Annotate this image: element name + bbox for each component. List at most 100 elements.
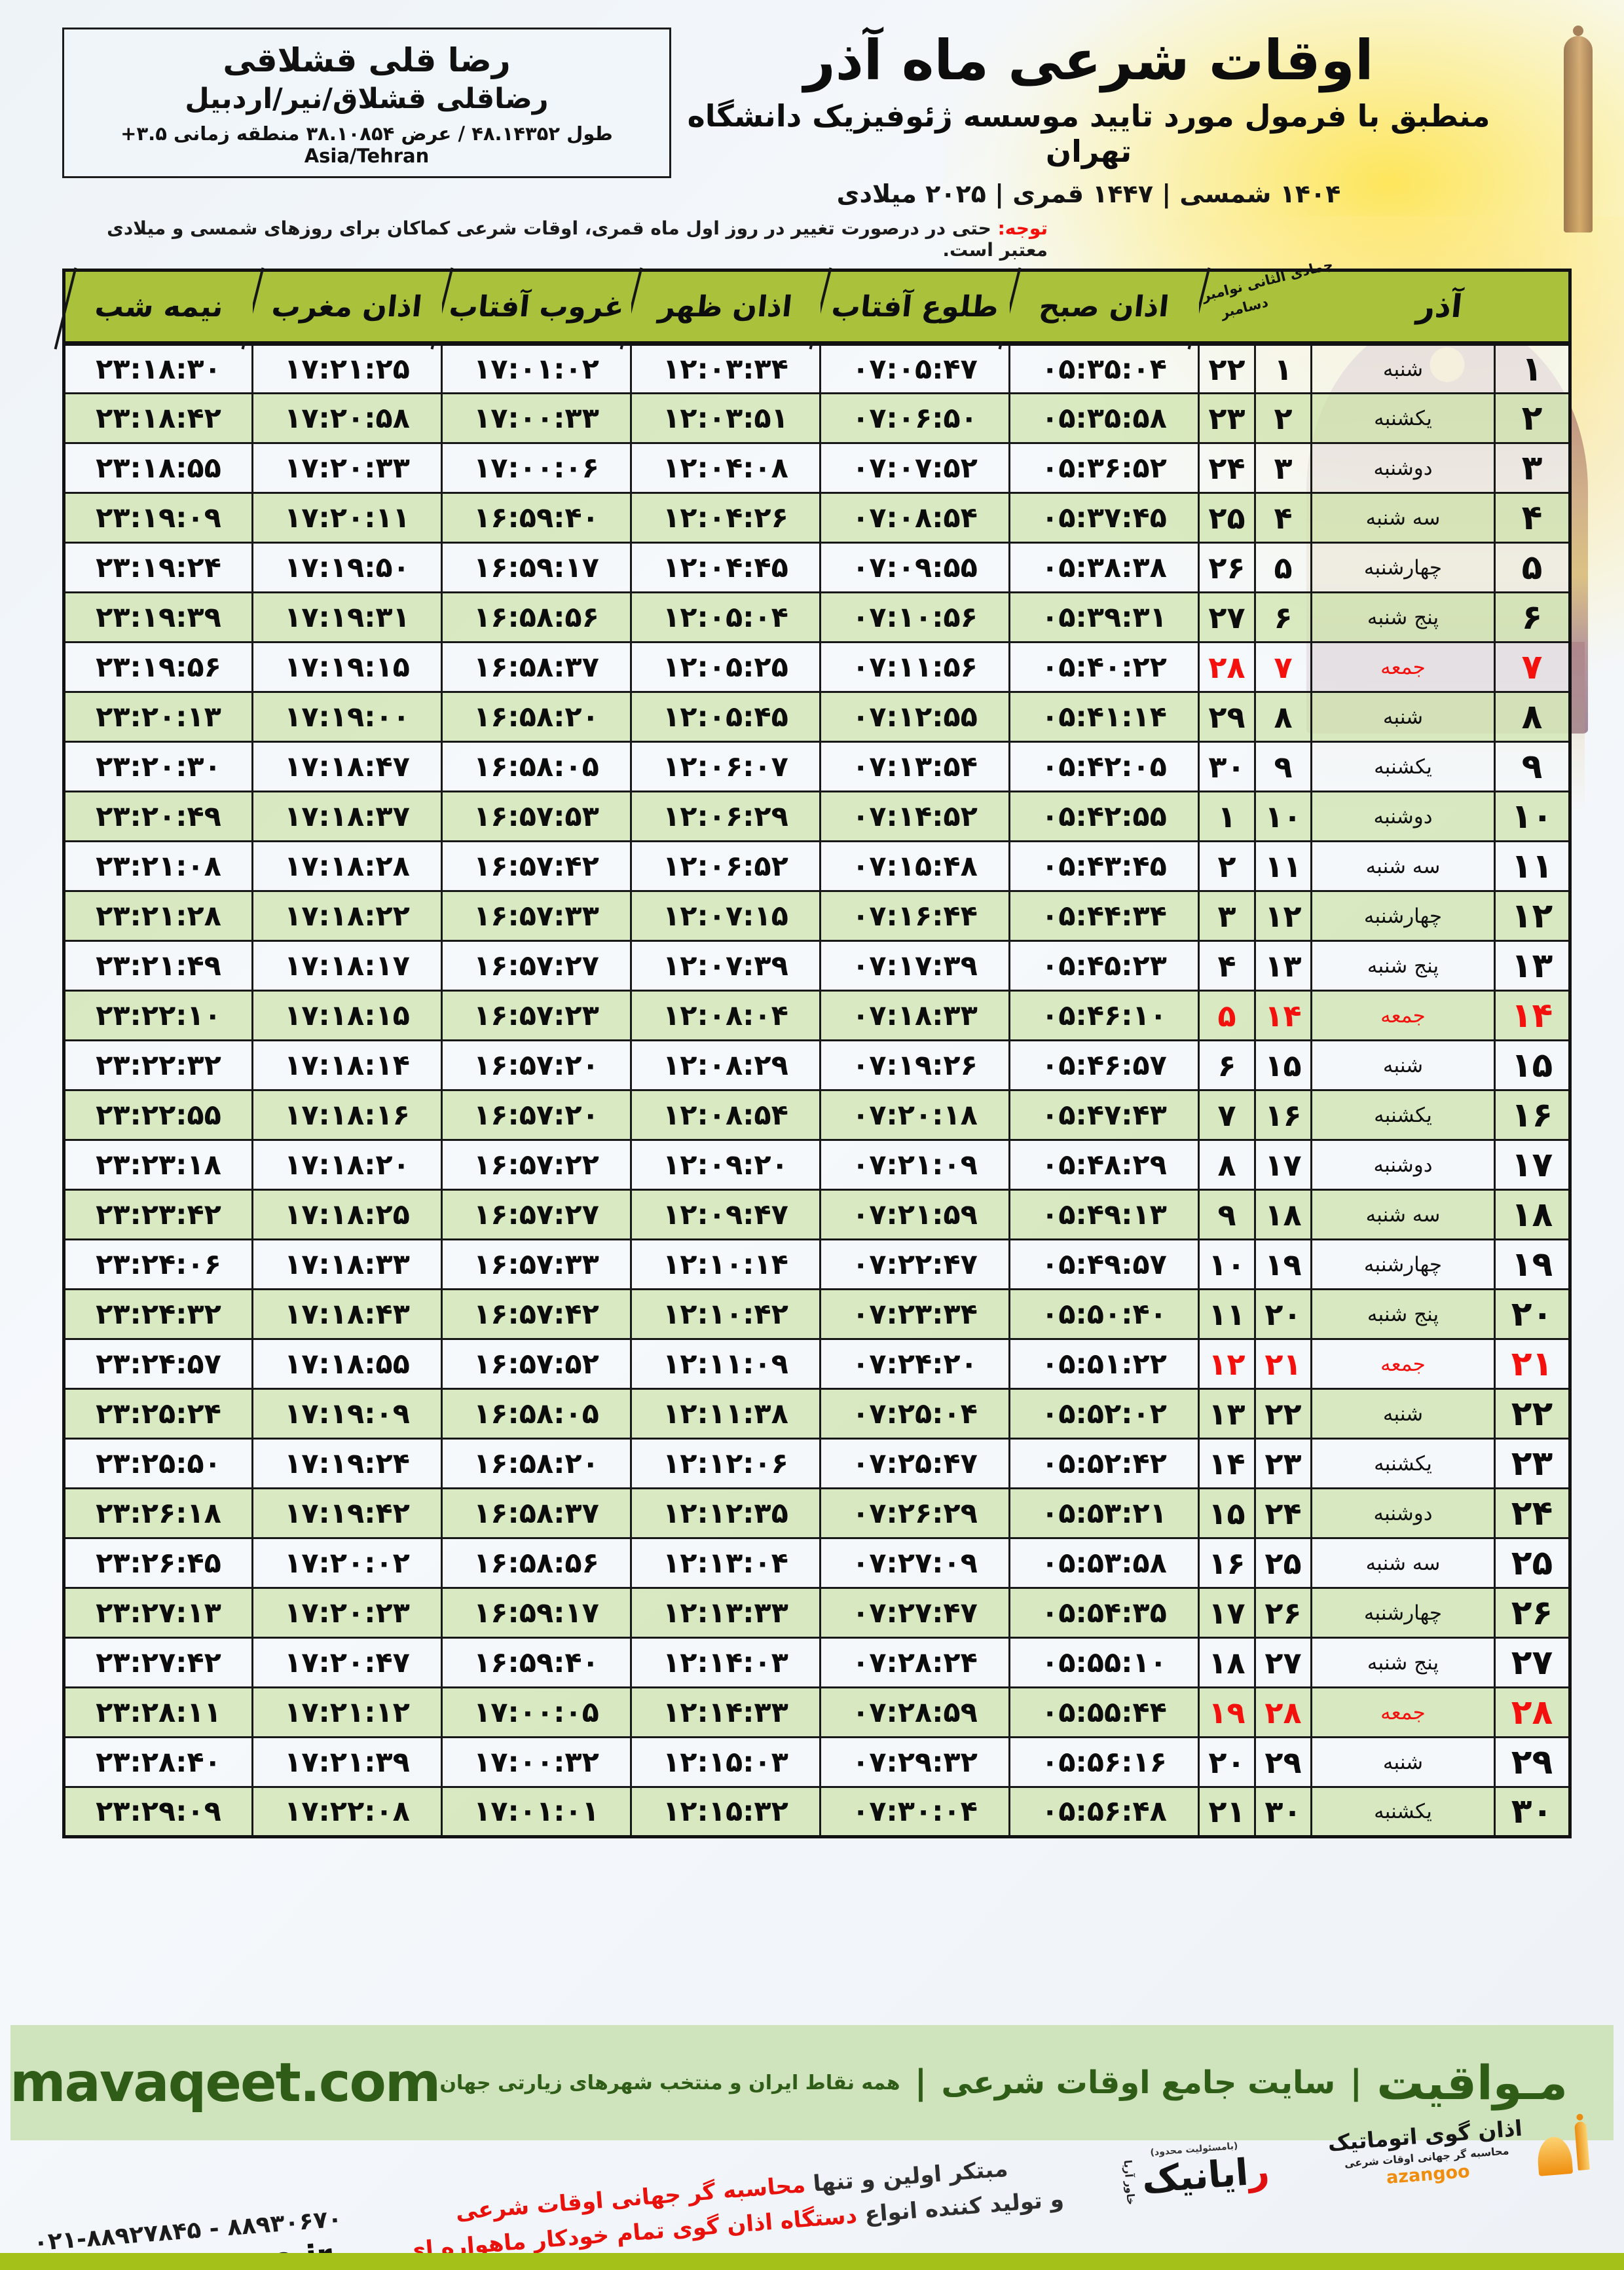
azar-day-cell: ۵ bbox=[1494, 542, 1571, 594]
mosque-dome-icon bbox=[1530, 2110, 1591, 2176]
footer-claims: مبتکر اولین و تنها محاسبه گر جهانی اوقات… bbox=[401, 2148, 1065, 2268]
mavaqeet-band: مـواقیت | سایت جامع اوقات شرعی | همه نقا… bbox=[10, 2025, 1614, 2140]
midnight-time-cell: ۲۳:۱۹:۰۹ bbox=[63, 492, 253, 544]
azar-day-cell: ۷ bbox=[1494, 641, 1571, 694]
sunset-time-cell: ۱۶:۵۹:۱۷ bbox=[441, 542, 632, 594]
mavaqeet-domain: mavaqeet.com bbox=[10, 2051, 441, 2114]
gregorian-day-cell: ۶ bbox=[1198, 1039, 1256, 1092]
zohr-time-cell: ۱۲:۰۸:۵۴ bbox=[630, 1089, 821, 1142]
azar-day-cell: ۳۰ bbox=[1494, 1786, 1571, 1838]
hijri-day-cell: ۸ bbox=[1254, 691, 1312, 743]
weekday-cell: چهارشنبه bbox=[1310, 1587, 1496, 1639]
weekday-cell: جمعه bbox=[1310, 641, 1496, 694]
sunset-time-cell: ۱۷:۰۰:۰۵ bbox=[441, 1686, 632, 1739]
zohr-time-cell: ۱۲:۰۶:۰۷ bbox=[630, 741, 821, 793]
midnight-time-cell: ۲۳:۱۹:۵۶ bbox=[63, 641, 253, 694]
sunrise-time-cell: ۰۷:۲۵:۰۴ bbox=[819, 1388, 1010, 1440]
hijri-day-cell: ۱۹ bbox=[1254, 1238, 1312, 1291]
maghreb-time-cell: ۱۷:۱۸:۱۵ bbox=[251, 990, 443, 1042]
sunrise-time-cell: ۰۷:۰۸:۵۴ bbox=[819, 492, 1010, 544]
sobh-time-cell: ۰۵:۵۳:۲۱ bbox=[1008, 1487, 1200, 1540]
col-header-zohr: اذان ظهر bbox=[631, 270, 821, 346]
midnight-time-cell: ۲۳:۲۷:۱۳ bbox=[63, 1587, 253, 1639]
table-row: ۲۹ شنبه ۲۹ ۲۰ ۰۵:۵۶:۱۶ ۰۷:۲۹:۳۲ ۱۲:۱۵:۰۳… bbox=[63, 1736, 1571, 1789]
midnight-time-cell: ۲۳:۲۴:۳۲ bbox=[63, 1288, 253, 1341]
zohr-time-cell: ۱۲:۰۳:۵۱ bbox=[630, 392, 821, 445]
weekday-cell: شنبه bbox=[1310, 1388, 1496, 1440]
hijri-day-cell: ۱۸ bbox=[1254, 1189, 1312, 1241]
zohr-time-cell: ۱۲:۱۲:۰۶ bbox=[630, 1438, 821, 1490]
table-row: ۶ پنج شنبه ۶ ۲۷ ۰۵:۳۹:۳۱ ۰۷:۱۰:۵۶ ۱۲:۰۵:… bbox=[63, 591, 1571, 644]
midnight-time-cell: ۲۳:۱۸:۴۲ bbox=[63, 392, 253, 445]
location-name: رضاقلی قشلاق/نیر/اردبیل bbox=[185, 82, 549, 115]
hijri-day-cell: ۱ bbox=[1254, 343, 1312, 395]
midnight-time-cell: ۲۳:۲۲:۳۲ bbox=[63, 1039, 253, 1092]
page-title: اوقات شرعی ماه آذر bbox=[803, 28, 1374, 92]
weekday-cell: یکشنبه bbox=[1310, 741, 1496, 793]
sobh-time-cell: ۰۵:۵۵:۱۰ bbox=[1008, 1637, 1200, 1689]
gregorian-day-cell: ۱ bbox=[1198, 791, 1256, 843]
sunset-time-cell: ۱۷:۰۰:۳۳ bbox=[441, 392, 632, 445]
zohr-time-cell: ۱۲:۰۶:۵۲ bbox=[630, 840, 821, 893]
table-row: ۲۶ چهارشنبه ۲۶ ۱۷ ۰۵:۵۴:۳۵ ۰۷:۲۷:۴۷ ۱۲:۱… bbox=[63, 1587, 1571, 1639]
zohr-time-cell: ۱۲:۱۳:۳۳ bbox=[630, 1587, 821, 1639]
sobh-time-cell: ۰۵:۴۸:۲۹ bbox=[1008, 1139, 1200, 1191]
maghreb-time-cell: ۱۷:۱۸:۳۳ bbox=[251, 1238, 443, 1291]
azar-day-cell: ۱۲ bbox=[1494, 890, 1571, 942]
hijri-day-cell: ۱۴ bbox=[1254, 990, 1312, 1042]
azar-day-cell: ۲ bbox=[1494, 392, 1571, 445]
sobh-time-cell: ۰۵:۴۷:۴۳ bbox=[1008, 1089, 1200, 1142]
sobh-time-cell: ۰۵:۵۶:۱۶ bbox=[1008, 1736, 1200, 1789]
zohr-time-cell: ۱۲:۰۷:۳۹ bbox=[630, 940, 821, 992]
maghreb-time-cell: ۱۷:۱۸:۴۷ bbox=[251, 741, 443, 793]
gregorian-day-cell: ۱۹ bbox=[1198, 1686, 1256, 1739]
gregorian-day-cell: ۱۱ bbox=[1198, 1288, 1256, 1341]
notice-line: توجه: حتی در درصورت تغییر در روز اول ماه… bbox=[62, 217, 1048, 261]
midnight-time-cell: ۲۳:۲۶:۴۵ bbox=[63, 1537, 253, 1590]
weekday-cell: جمعه bbox=[1310, 1686, 1496, 1739]
zohr-time-cell: ۱۲:۰۶:۲۹ bbox=[630, 791, 821, 843]
sunrise-time-cell: ۰۷:۱۸:۳۳ bbox=[819, 990, 1010, 1042]
midnight-time-cell: ۲۳:۲۸:۱۱ bbox=[63, 1686, 253, 1739]
azar-day-cell: ۲۸ bbox=[1494, 1686, 1571, 1739]
weekday-cell: سه شنبه bbox=[1310, 840, 1496, 893]
hijri-day-cell: ۲ bbox=[1254, 392, 1312, 445]
sunrise-time-cell: ۰۷:۲۲:۴۷ bbox=[819, 1238, 1010, 1291]
zohr-time-cell: ۱۲:۰۹:۴۷ bbox=[630, 1189, 821, 1241]
sobh-time-cell: ۰۵:۴۱:۱۴ bbox=[1008, 691, 1200, 743]
midnight-time-cell: ۲۳:۲۲:۱۰ bbox=[63, 990, 253, 1042]
sunrise-time-cell: ۰۷:۱۱:۵۶ bbox=[819, 641, 1010, 694]
col-header-sobh: اذان صبح bbox=[1009, 270, 1199, 346]
table-row: ۱۱ سه شنبه ۱۱ ۲ ۰۵:۴۳:۴۵ ۰۷:۱۵:۴۸ ۱۲:۰۶:… bbox=[63, 840, 1571, 893]
weekday-cell: پنج شنبه bbox=[1310, 591, 1496, 644]
azar-day-cell: ۶ bbox=[1494, 591, 1571, 644]
sunrise-time-cell: ۰۷:۲۱:۰۹ bbox=[819, 1139, 1010, 1191]
maghreb-time-cell: ۱۷:۱۹:۰۹ bbox=[251, 1388, 443, 1440]
sobh-time-cell: ۰۵:۳۵:۵۸ bbox=[1008, 392, 1200, 445]
gregorian-day-cell: ۱۳ bbox=[1198, 1388, 1256, 1440]
hijri-day-cell: ۲۷ bbox=[1254, 1637, 1312, 1689]
sobh-time-cell: ۰۵:۵۲:۰۲ bbox=[1008, 1388, 1200, 1440]
gregorian-day-cell: ۲۴ bbox=[1198, 442, 1256, 494]
sunrise-time-cell: ۰۷:۱۳:۵۴ bbox=[819, 741, 1010, 793]
table-row: ۳ دوشنبه ۳ ۲۴ ۰۵:۳۶:۵۲ ۰۷:۰۷:۵۲ ۱۲:۰۴:۰۸… bbox=[63, 442, 1571, 494]
maghreb-time-cell: ۱۷:۲۰:۱۱ bbox=[251, 492, 443, 544]
zohr-time-cell: ۱۲:۱۴:۳۳ bbox=[630, 1686, 821, 1739]
sunset-time-cell: ۱۶:۵۸:۵۶ bbox=[441, 1537, 632, 1590]
azar-day-cell: ۱۳ bbox=[1494, 940, 1571, 992]
sunset-time-cell: ۱۶:۵۷:۲۷ bbox=[441, 1189, 632, 1241]
separator: | bbox=[1350, 2063, 1363, 2102]
hijri-day-cell: ۱۲ bbox=[1254, 890, 1312, 942]
maghreb-time-cell: ۱۷:۱۸:۱۷ bbox=[251, 940, 443, 992]
gregorian-day-cell: ۲ bbox=[1198, 840, 1256, 893]
sunrise-time-cell: ۰۷:۲۳:۳۴ bbox=[819, 1288, 1010, 1341]
sunset-time-cell: ۱۷:۰۰:۳۲ bbox=[441, 1736, 632, 1789]
sunset-time-cell: ۱۶:۵۷:۲۲ bbox=[441, 1139, 632, 1191]
hijri-day-cell: ۳ bbox=[1254, 442, 1312, 494]
sunrise-time-cell: ۰۷:۲۸:۵۹ bbox=[819, 1686, 1010, 1739]
sunset-time-cell: ۱۶:۵۸:۲۰ bbox=[441, 1438, 632, 1490]
maghreb-time-cell: ۱۷:۱۸:۲۸ bbox=[251, 840, 443, 893]
midnight-time-cell: ۲۳:۲۰:۳۰ bbox=[63, 741, 253, 793]
weekday-cell: شنبه bbox=[1310, 343, 1496, 395]
calendar-years-line: ۱۴۰۴ شمسی | ۱۴۴۷ قمری | ۲۰۲۵ میلادی bbox=[836, 179, 1341, 209]
